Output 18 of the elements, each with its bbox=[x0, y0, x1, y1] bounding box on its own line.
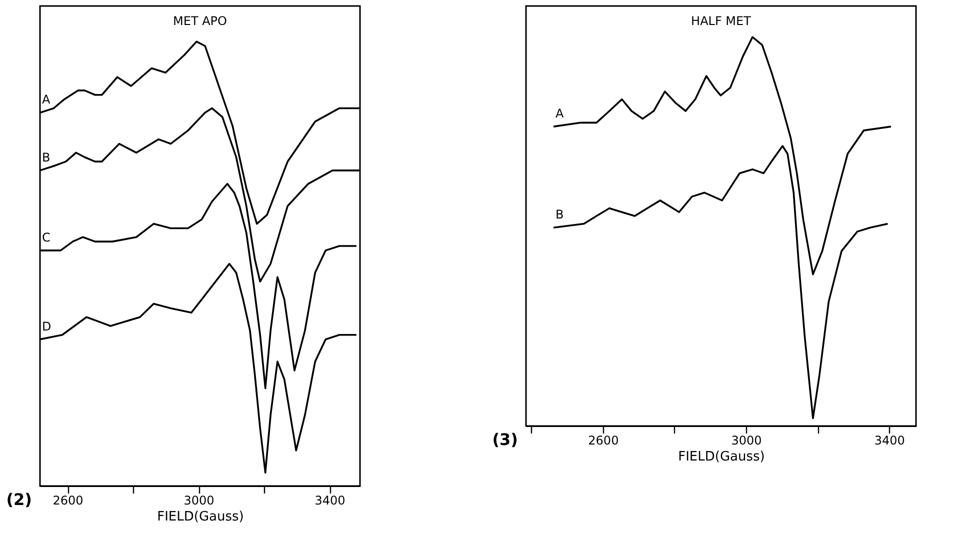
series-label: D bbox=[42, 319, 52, 334]
x-tick-label: 3000 bbox=[731, 434, 762, 448]
x-axis-title: FIELD(Gauss) bbox=[157, 510, 244, 524]
series-label: C bbox=[42, 230, 50, 244]
chart-title: MET APO bbox=[173, 14, 227, 28]
series-label: A bbox=[556, 106, 565, 121]
text: (3) bbox=[492, 430, 518, 449]
x-tick-label: 3400 bbox=[874, 434, 905, 448]
x-tick-label: 2600 bbox=[588, 434, 619, 448]
x-tick-label: 3400 bbox=[314, 494, 346, 508]
x-axis-title: FIELD(Gauss) bbox=[678, 450, 765, 464]
x-tick-label: 2600 bbox=[52, 494, 84, 508]
text: (2) bbox=[6, 490, 32, 509]
series-label: B bbox=[556, 208, 564, 222]
series-label: A bbox=[42, 92, 51, 107]
series-label: B bbox=[42, 150, 50, 164]
x-tick-label: 3000 bbox=[184, 494, 214, 508]
chart-title: HALF MET bbox=[691, 14, 752, 28]
